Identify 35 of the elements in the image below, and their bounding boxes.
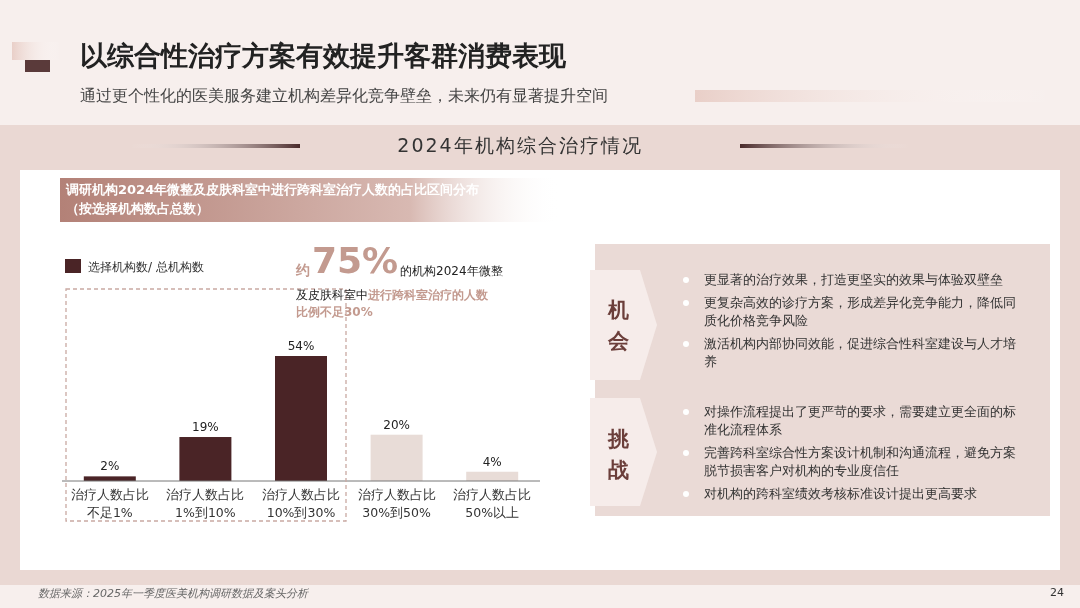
- data-label: 2%: [100, 459, 120, 474]
- text: 的机构2024年微整: [400, 263, 503, 280]
- text: 24: [1050, 586, 1064, 599]
- source-note: 数据来源：2025年一季度医美机构调研数据及案头分析: [38, 586, 308, 601]
- text: 完善跨科室综合性方案设计机制和沟通流程，避免方案脱节损害客户对机构的专业度信任: [704, 444, 1017, 480]
- text: 挑战: [606, 426, 630, 484]
- data-label: 54%: [287, 339, 315, 353]
- text: 及皮肤科室中: [296, 287, 368, 304]
- x-tick-label: 治疗人数占比50%以上: [452, 486, 533, 522]
- text: 进行跨科室治疗的人数: [368, 287, 488, 304]
- text: （按选择机构数占总数）: [66, 200, 209, 218]
- legend-label: 选择机构数/ 总机构数: [88, 260, 204, 274]
- x-tick-label: 治疗人数占比10%到30%: [261, 486, 341, 522]
- chart-subtitle: 通过更个性化的医美服务建立机构差异化竞争壁垒，未来仍有显著提升空间: [80, 86, 608, 107]
- text: 75%: [312, 240, 399, 281]
- chart-title: 以综合性治疗方案有效提升客群消费表现: [80, 39, 566, 73]
- data-label: 20%: [383, 417, 410, 432]
- bar: [179, 437, 232, 481]
- x-tick-label: 治疗人数占比30%到50%: [356, 486, 437, 522]
- text: 激活机构内部协同效能，促进综合性科室建设与人才培养: [704, 335, 1017, 371]
- bar: [275, 356, 327, 481]
- x-tick-label: 治疗人数占比不足1%: [69, 486, 150, 522]
- text: 约: [296, 262, 310, 280]
- text: 比例不足30%: [296, 304, 373, 321]
- text: 机会: [606, 297, 630, 355]
- x-tick-label: 治疗人数占比1%到10%: [165, 486, 246, 522]
- data-label: 4%: [482, 454, 502, 469]
- text: 对机构的跨科室绩效考核标准设计提出更高要求: [704, 485, 978, 503]
- text: 更复杂高效的诊疗方案，形成差异化竞争能力，降低同质化价格竞争风险: [704, 294, 1017, 330]
- text: 2024年机构综合治疗情况: [396, 133, 644, 158]
- legend: 选择机构数/ 总机构数: [65, 259, 204, 274]
- bar: [370, 434, 423, 481]
- text: 对操作流程提出了更严苛的要求，需要建立更全面的标准化流程体系: [704, 403, 1017, 439]
- data-label: 19%: [192, 420, 219, 434]
- text: 更显著的治疗效果，打造更坚实的效果与体验双壁垒: [704, 271, 1004, 289]
